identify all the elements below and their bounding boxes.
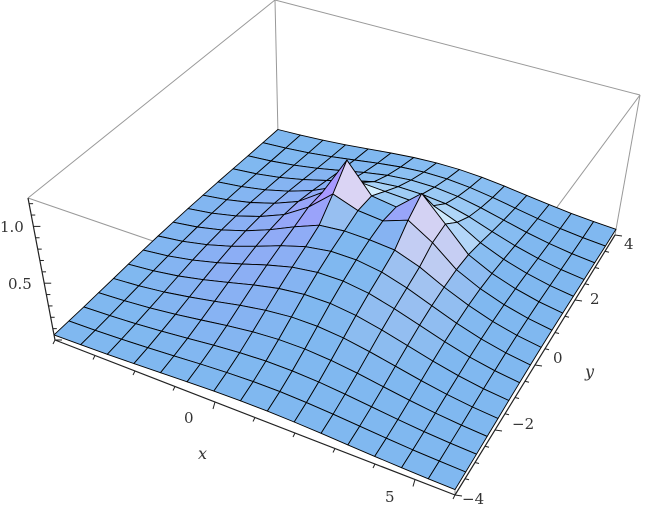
z-tick-label: 0.5 <box>8 275 32 293</box>
box-edge <box>27 0 276 199</box>
y-tick-label: −2 <box>512 415 534 433</box>
x-tick <box>92 355 96 360</box>
x-tick <box>452 494 456 500</box>
y-tick <box>604 250 610 253</box>
x-tick <box>52 339 56 345</box>
x-tick-label: 5 <box>385 488 395 506</box>
x-tick <box>132 370 136 376</box>
surface-mesh <box>53 129 617 491</box>
y-tick <box>494 429 503 432</box>
y-tick <box>524 380 530 383</box>
y-tick-label: 2 <box>590 290 600 308</box>
box-edge <box>274 0 641 96</box>
x-tick <box>172 386 176 391</box>
y-tick <box>594 267 600 269</box>
y-tick <box>554 332 560 334</box>
y-tick <box>574 299 583 302</box>
x-tick <box>212 401 216 410</box>
x-tick <box>252 417 256 422</box>
box-edge <box>274 0 279 136</box>
surface-cell <box>427 460 467 491</box>
y-tick <box>534 364 543 367</box>
z-axis-line <box>27 197 56 341</box>
y-tick <box>514 397 520 399</box>
y-tick <box>544 348 550 351</box>
x-tick <box>372 463 376 469</box>
axis-ticks <box>29 203 623 500</box>
y-tick <box>484 445 490 448</box>
y-tick <box>464 478 470 481</box>
y-tick-label: 0 <box>553 349 563 367</box>
x-tick <box>292 432 296 438</box>
y-tick-label: 4 <box>624 235 634 253</box>
y-tick <box>454 494 463 497</box>
y-tick <box>504 413 510 416</box>
x-tick-label: 0 <box>184 409 194 427</box>
y-tick <box>584 283 590 286</box>
y-tick-label: −4 <box>462 490 484 508</box>
y-tick <box>614 234 623 237</box>
x-tick <box>332 448 336 453</box>
box-edge <box>614 94 641 236</box>
y-tick <box>564 315 570 318</box>
y-tick <box>474 462 480 464</box>
x-axis-label: x <box>198 444 207 463</box>
y-axis-label: y <box>584 362 595 381</box>
z-tick-label: 1.0 <box>0 218 24 236</box>
x-tick <box>412 479 416 487</box>
